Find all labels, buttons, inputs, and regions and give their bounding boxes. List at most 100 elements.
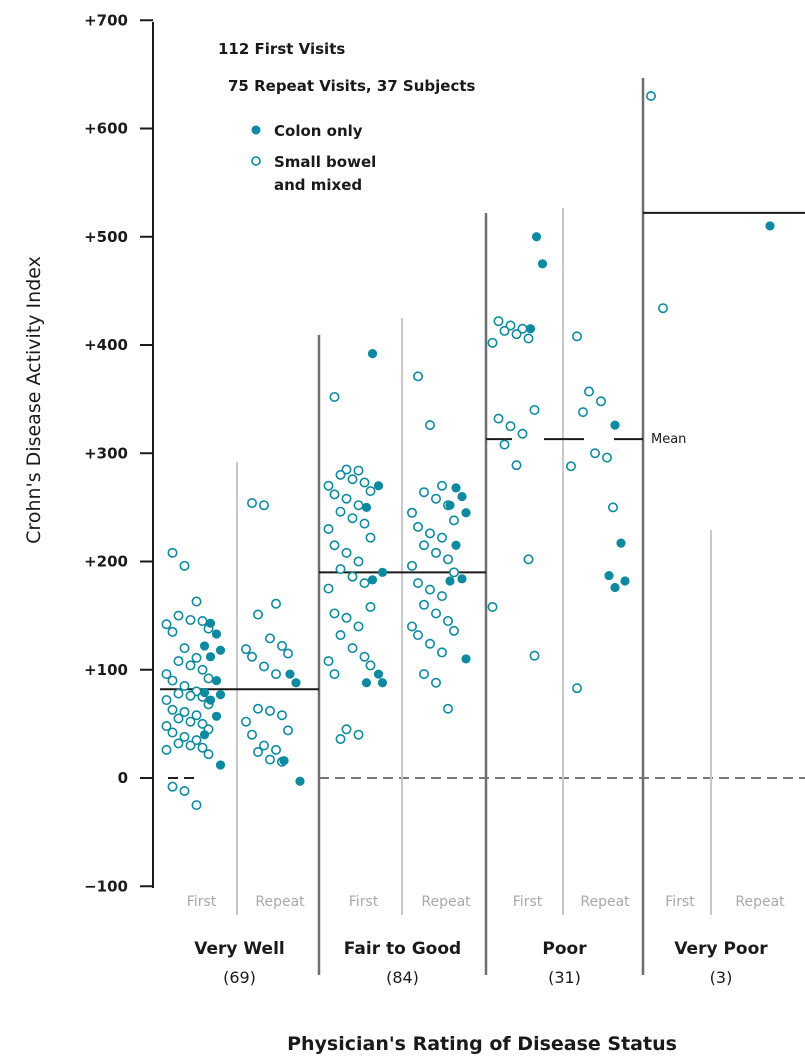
y-tick-label: 0 [118,769,128,787]
open-data-point [341,493,352,504]
open-data-point [448,567,459,578]
filled-data-point [445,500,455,510]
open-data-point [523,554,534,565]
open-data-point [329,540,340,551]
open-data-point [406,507,417,518]
filled-data-point [205,652,216,662]
open-data-point [323,480,334,491]
open-data-point [424,638,435,649]
filled-data-point [361,502,372,512]
filled-data-point [457,491,467,502]
filled-data-point [451,483,461,493]
open-data-point [323,524,334,535]
open-data-point [167,547,178,558]
filled-data-point [373,481,384,491]
open-data-point [191,652,202,663]
open-data-point [167,626,178,637]
open-data-point [424,528,435,539]
open-data-point [353,465,364,476]
filled-data-point [199,687,210,698]
open-data-point [571,683,582,694]
repeat-visits-annotation: 75 Repeat Visits, 37 Subjects [228,77,476,95]
open-data-point [161,619,172,630]
first-sub-label: First [349,894,379,910]
open-data-point [335,469,346,480]
open-data-point [179,706,190,717]
filled-data-point [205,695,216,705]
filled-data-point [291,678,301,688]
open-data-point [161,695,172,706]
group-count-label: (84) [386,968,419,987]
filled-data-point [377,567,388,577]
y-tick-label: +600 [84,120,128,138]
open-data-point [365,660,376,671]
filled-data-point [373,669,384,679]
open-data-point [329,489,340,500]
open-data-point [583,386,594,397]
open-data-point [247,498,258,509]
open-data-point [185,690,196,701]
group-count-label: (69) [223,968,256,987]
open-data-point [499,439,510,450]
filled-data-point [199,641,210,651]
open-data-point [347,474,358,485]
open-data-point [341,464,352,475]
open-data-point [511,329,522,340]
open-data-point [203,673,214,684]
open-data-point [258,500,269,511]
open-data-point [436,647,447,658]
open-data-point [173,610,184,621]
open-data-point [442,554,453,565]
data-points [161,91,775,811]
open-data-point [493,316,504,327]
open-data-point [341,612,352,623]
open-data-point [406,560,417,571]
open-data-point [493,413,504,424]
filled-data-point [451,540,461,550]
open-data-point [197,742,208,753]
group-name-label: Poor [542,939,587,959]
y-tick-label: +400 [84,336,128,354]
open-data-point [505,421,516,432]
open-data-point [571,331,582,342]
filled-data-point [199,730,210,740]
open-data-point [276,640,287,651]
open-data-point [424,584,435,595]
open-data-point [173,656,184,667]
open-data-point [359,578,370,589]
open-data-point [173,738,184,749]
open-data-point [167,727,178,738]
y-tick-label: +300 [84,444,128,462]
filled-data-point [461,654,471,664]
filled-data-point [211,629,222,639]
open-data-point [353,556,364,567]
open-data-point [335,734,346,745]
y-tick-label: −100 [84,877,128,895]
filled-data-point [215,760,226,770]
first-sub-label: First [665,894,695,910]
open-data-point [329,608,340,619]
open-data-point [167,675,178,686]
open-data-point [523,333,534,344]
filled-data-point [537,259,548,269]
open-data-point [657,303,668,314]
open-data-point [167,704,178,715]
open-data-point [517,428,528,439]
open-data-point [359,477,370,488]
open-data-point [430,677,441,688]
open-data-point [436,480,447,491]
legend-and-mixed: and mixed [274,176,362,194]
group-count-label: (31) [548,968,581,987]
open-data-point [179,731,190,742]
open-data-point [253,747,264,758]
legend: Colon only Small bowel and mixed [251,122,376,194]
first-visits-annotation: 112 First Visits [218,40,345,58]
filled-data-point [367,575,378,585]
open-data-point [253,703,264,714]
open-data-point [365,532,376,543]
open-data-point [173,688,184,699]
legend-open-marker-icon [251,156,261,166]
open-data-point [241,644,252,655]
repeat-sub-label: Repeat [255,894,305,910]
open-data-point [276,710,287,721]
